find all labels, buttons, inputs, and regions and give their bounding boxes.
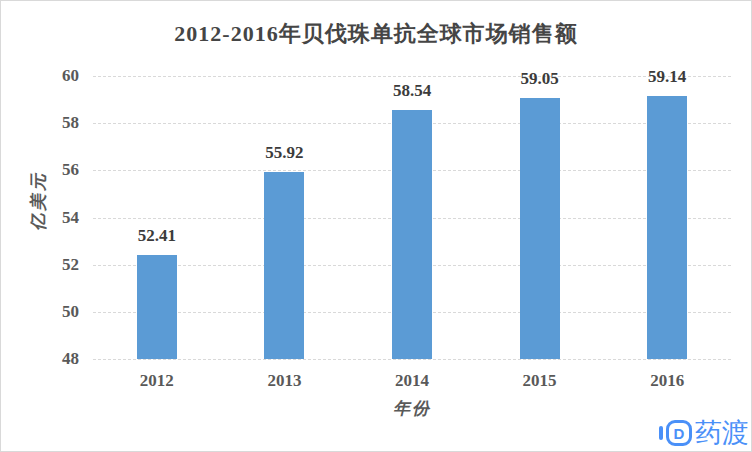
bar-2015 <box>520 98 560 359</box>
bar-value-label: 52.41 <box>112 225 202 247</box>
bar-value-label: 58.54 <box>367 80 457 102</box>
chart-title: 2012-2016年贝伐珠单抗全球市场销售额 <box>1 17 751 51</box>
bar-2014 <box>392 110 432 359</box>
bar-value-label: 55.92 <box>239 142 329 164</box>
yaodu-logo-icon: D <box>666 420 692 446</box>
x-tick-label: 2012 <box>117 369 197 393</box>
bar-value-label: 59.05 <box>495 68 585 90</box>
y-tick-label: 50 <box>1 301 79 323</box>
plot-area <box>93 76 731 359</box>
chart-frame: 2012-2016年贝伐珠单抗全球市场销售额 亿美元 年份 D 药渡 48505… <box>0 0 752 452</box>
bar-2013 <box>264 172 304 359</box>
x-tick-label: 2013 <box>244 369 324 393</box>
gridline <box>93 359 731 360</box>
x-tick-label: 2015 <box>500 369 580 393</box>
x-tick-label: 2014 <box>372 369 452 393</box>
yaodu-logo-accent-bar <box>659 426 663 440</box>
y-tick-label: 56 <box>1 159 79 181</box>
y-tick-label: 58 <box>1 112 79 134</box>
y-tick-label: 48 <box>1 348 79 370</box>
bar-2016 <box>647 96 687 359</box>
yaodu-logo-letter: D <box>674 425 685 442</box>
x-axis-title: 年份 <box>93 397 731 421</box>
watermark-text: 药渡 <box>695 418 749 448</box>
y-tick-label: 54 <box>1 207 79 229</box>
y-tick-label: 52 <box>1 254 79 276</box>
y-tick-label: 60 <box>1 65 79 87</box>
x-tick-label: 2016 <box>627 369 707 393</box>
bar-value-label: 59.14 <box>622 66 712 88</box>
yaodu-watermark: D 药渡 <box>659 418 749 448</box>
bar-2012 <box>137 255 177 359</box>
